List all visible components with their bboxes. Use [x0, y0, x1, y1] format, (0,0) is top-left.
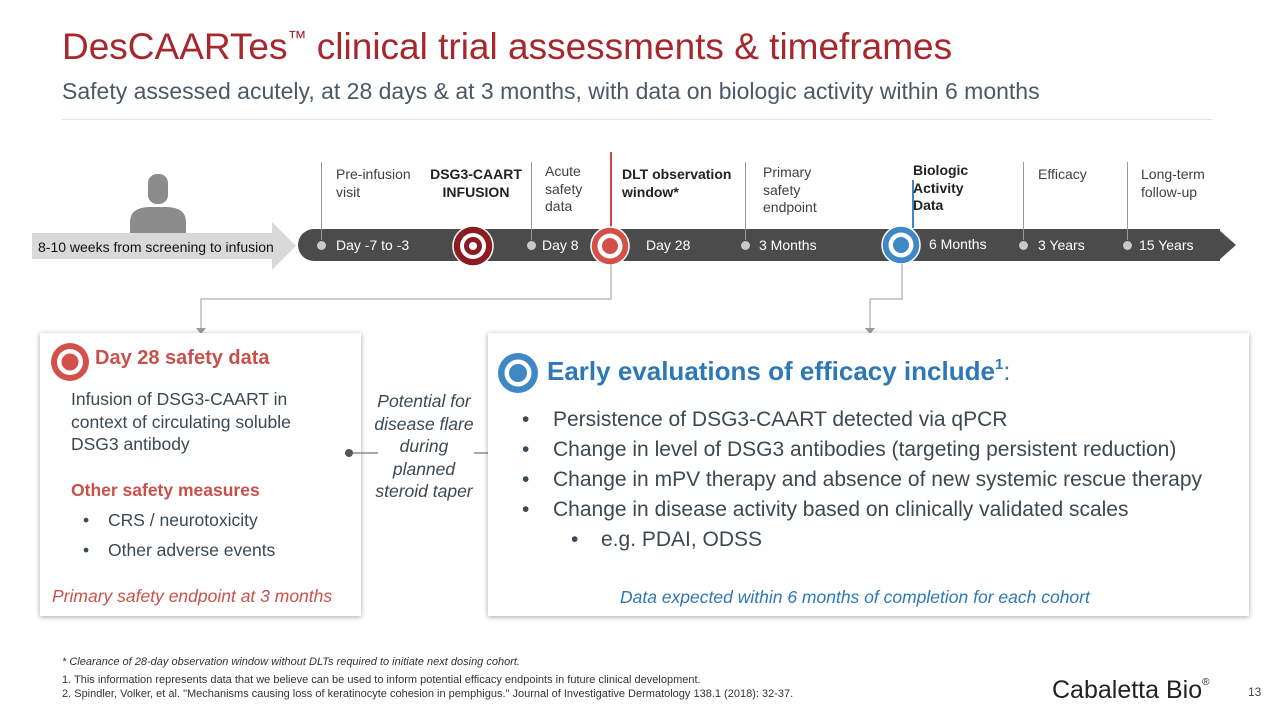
- label-primary: Primary safety endpoint: [763, 164, 817, 215]
- list-item: • Persistence of DSG3-CAART detected via …: [522, 408, 1008, 431]
- tick-day28: Day 28: [646, 237, 691, 253]
- primary-endpoint-note: Primary safety endpoint at 3 months: [52, 586, 333, 606]
- screening-text: 8-10 weeks from screening to infusion: [38, 239, 274, 255]
- timeline-dot: [1123, 241, 1132, 250]
- timeline-bar: [298, 229, 1220, 261]
- tick-line: [531, 162, 532, 240]
- footnote-asterisk: * Clearance of 28-day observation window…: [62, 656, 520, 668]
- page-number: 13: [1248, 685, 1262, 699]
- day28-target-icon: [51, 343, 89, 381]
- tick-line: [321, 162, 322, 240]
- footnote-2: 2. Spindler, Volker, et al. "Mechanisms …: [62, 688, 794, 700]
- tick-6-months: 6 Months: [929, 236, 987, 252]
- biologic-line: [912, 180, 914, 228]
- tick-day8: Day 8: [542, 237, 579, 253]
- tick-3-months: 3 Months: [759, 237, 817, 253]
- tick-3-years: 3 Years: [1038, 237, 1085, 253]
- label-biologic: Biologic Activity Data: [913, 162, 969, 213]
- tick-line: [1127, 162, 1128, 240]
- label-efficacy: Efficacy: [1038, 166, 1087, 182]
- list-item-sub: • e.g. PDAI, ODSS: [571, 528, 763, 551]
- list-item: • Change in mPV therapy and absence of ne…: [522, 468, 1203, 491]
- list-item: • CRS / neurotoxicity: [83, 510, 258, 530]
- infusion-target-icon: [452, 225, 494, 267]
- label-infusion: DSG3-CAART INFUSION: [430, 166, 522, 200]
- dlt-line: [610, 152, 612, 228]
- label-dlt: DLT observation window*: [622, 166, 732, 200]
- divider: [62, 119, 1212, 120]
- screening-arrow-tip: [272, 222, 296, 270]
- other-safety-heading: Other safety measures: [71, 480, 260, 500]
- list-item: • Change in disease activity based on cli…: [522, 498, 1129, 521]
- biologic-target-icon: [881, 225, 921, 265]
- page-subtitle: Safety assessed acutely, at 28 days & at…: [62, 78, 1040, 104]
- efficacy-panel: [488, 333, 1249, 616]
- flare-note: Potential for disease flare during plann…: [374, 391, 474, 501]
- person-icon: [130, 174, 186, 236]
- page-title: DesCAARTes™ clinical trial assessments &…: [62, 26, 953, 67]
- efficacy-target-icon: [498, 353, 538, 393]
- panel-connectors: [196, 264, 903, 334]
- timeline-dot: [527, 241, 536, 250]
- day28-heading: Day 28 safety data: [95, 347, 270, 369]
- timeline-dot: [741, 241, 750, 250]
- timeline-dot: [317, 241, 326, 250]
- dlt-target-icon: [590, 226, 630, 266]
- efficacy-heading: Early evaluations of efficacy include1:: [547, 356, 1011, 386]
- tick-line: [1023, 162, 1024, 240]
- label-longterm: Long-term follow-up: [1141, 166, 1205, 200]
- timeline-dot: [1019, 241, 1028, 250]
- data-expected-note: Data expected within 6 months of complet…: [620, 587, 1090, 607]
- tick-line: [745, 162, 746, 240]
- screening-arrow: [32, 233, 272, 259]
- list-item: • Change in level of DSG3 antibodies (tar…: [522, 438, 1177, 461]
- brand-logo: Cabaletta Bio®: [1052, 676, 1210, 704]
- day28-body: Infusion of DSG3-CAART in context of cir…: [71, 389, 291, 454]
- label-acute: Acute safety data: [545, 163, 583, 214]
- timeline-arrow-tip: [1218, 229, 1236, 261]
- footnote-1: 1. This information represents data that…: [62, 674, 701, 686]
- day28-safety-panel: [40, 333, 361, 616]
- label-preinfusion: Pre-infusion visit: [336, 166, 411, 200]
- tick-15-years: 15 Years: [1139, 237, 1194, 253]
- tick-day-minus7: Day -7 to -3: [336, 237, 410, 253]
- list-item: • Other adverse events: [83, 540, 276, 560]
